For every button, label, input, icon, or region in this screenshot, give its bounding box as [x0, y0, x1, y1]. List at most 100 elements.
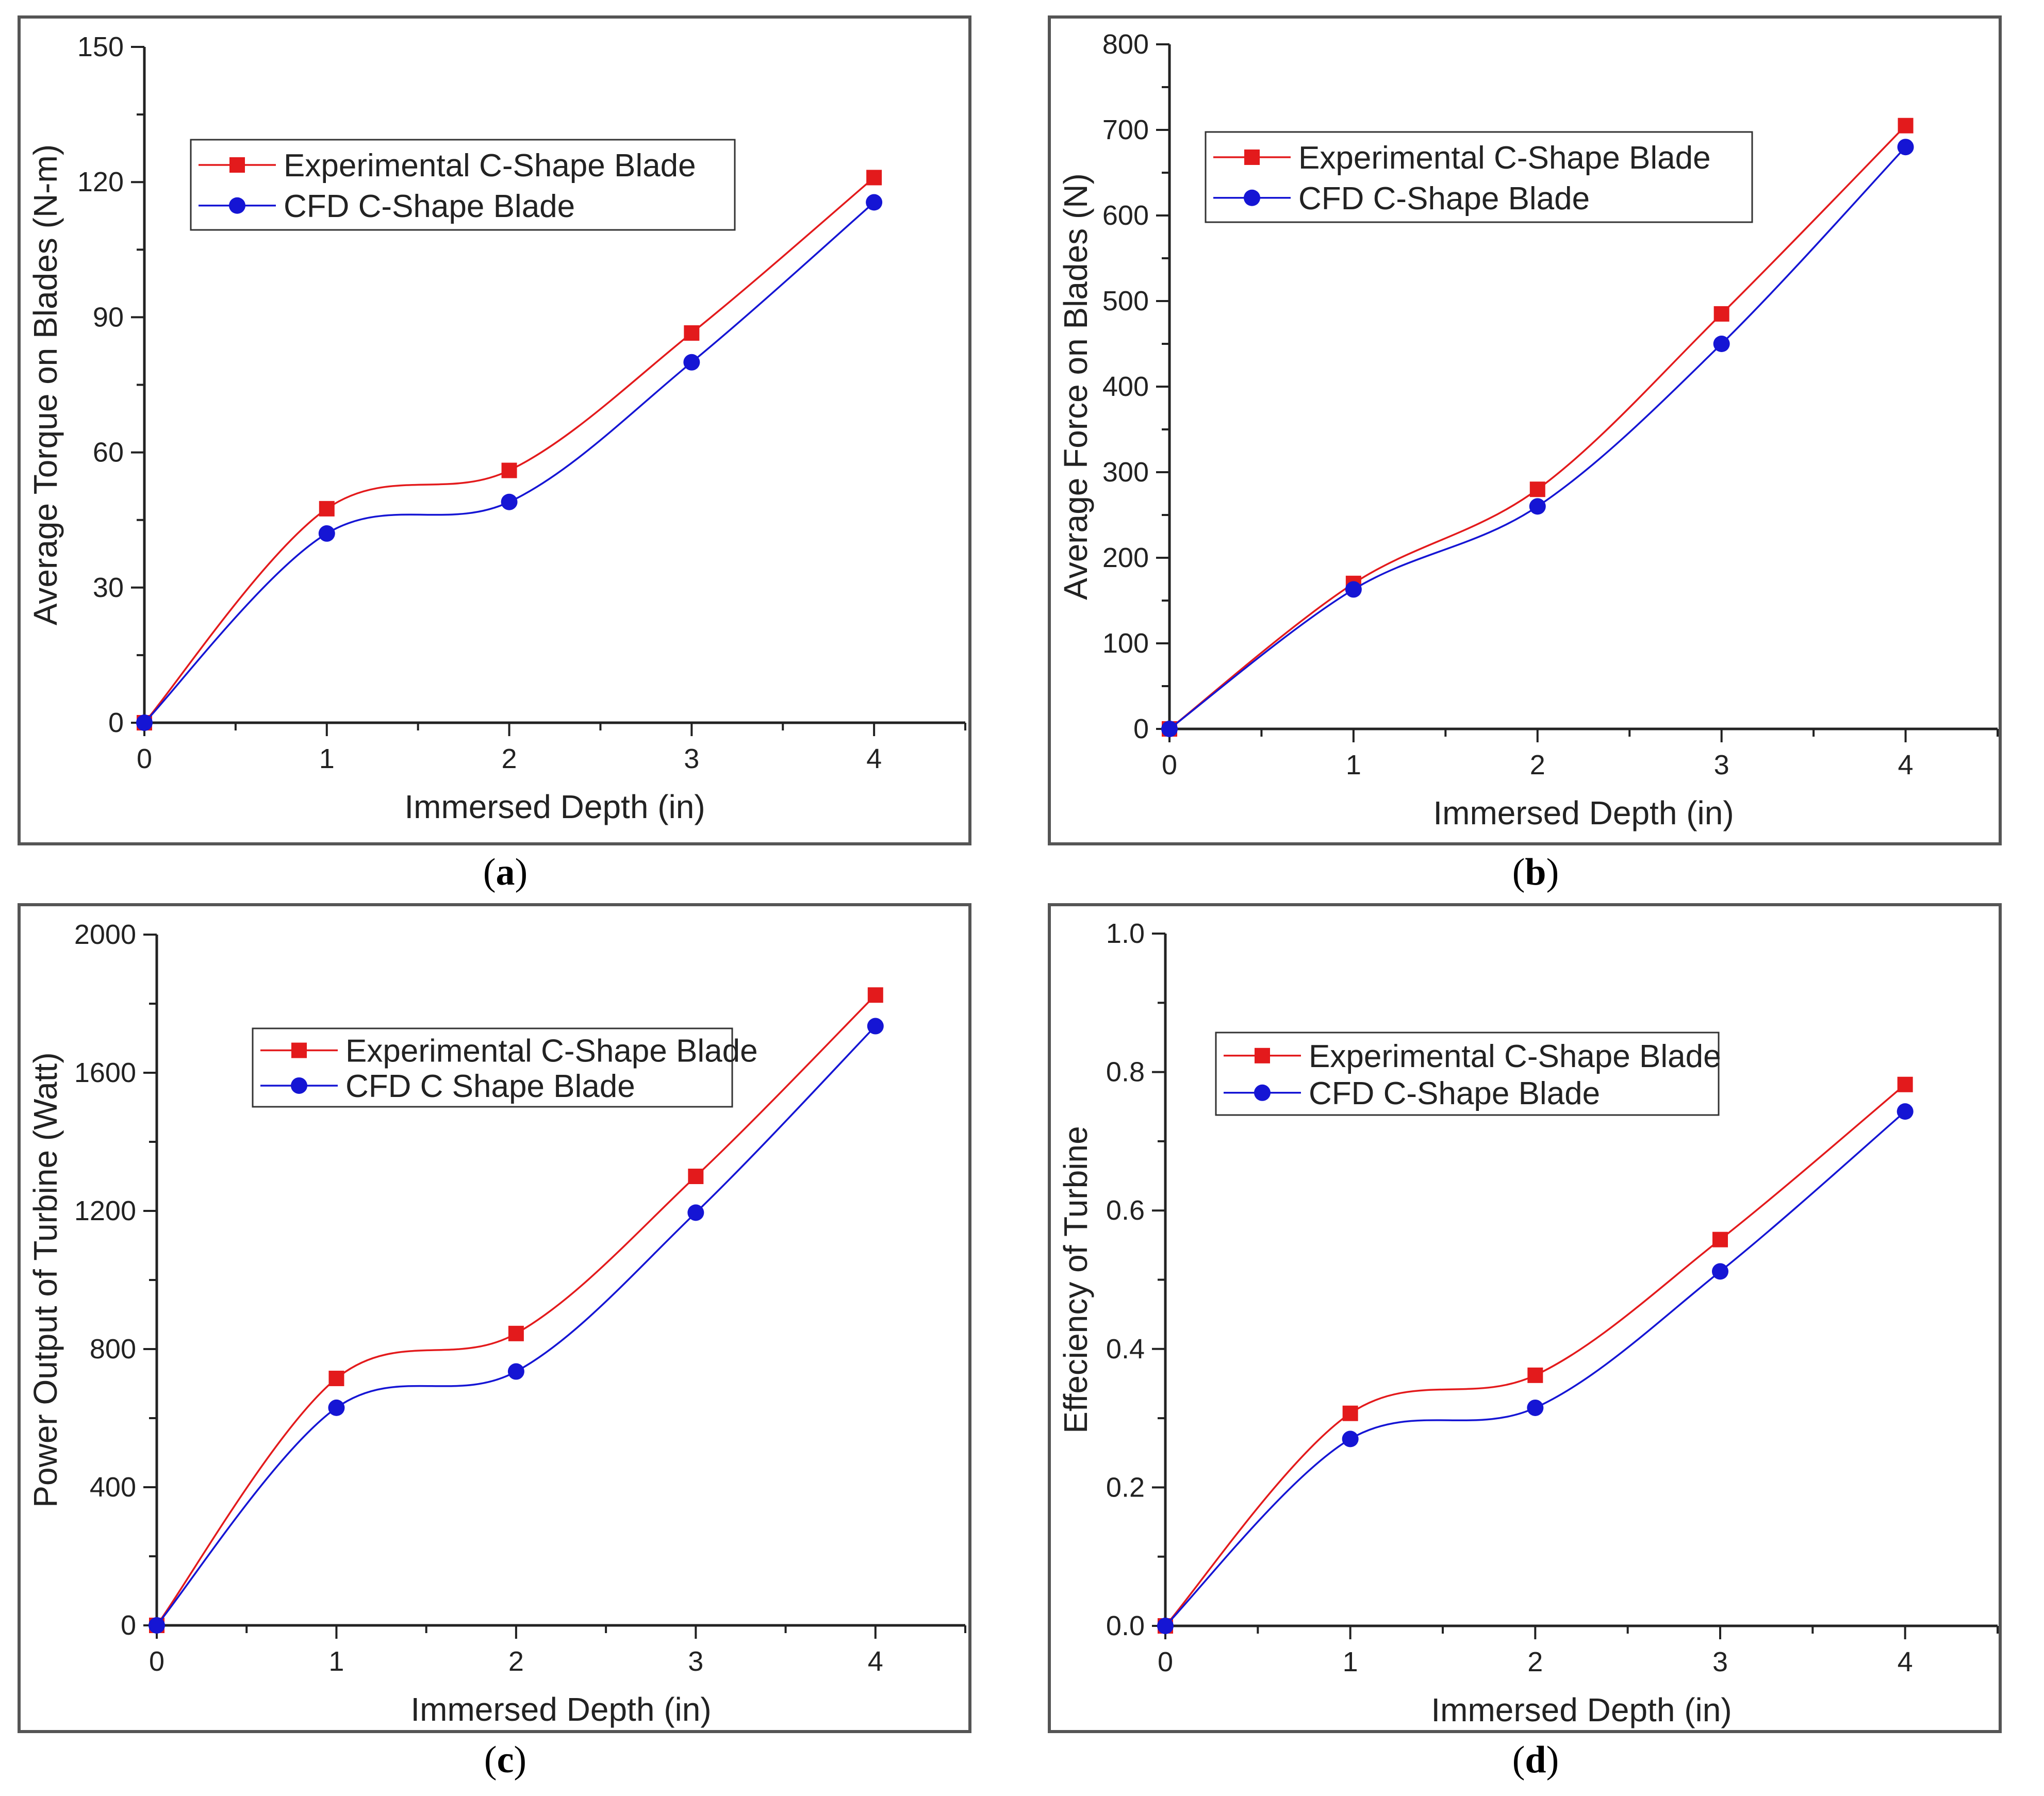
x-tick-label: 2 — [508, 1646, 524, 1677]
legend-label: CFD C Shape Blade — [345, 1069, 635, 1104]
x-tick-label: 1 — [328, 1646, 344, 1677]
data-point-experimental — [866, 170, 882, 186]
data-point-cfd — [501, 493, 518, 510]
legend-marker-circle — [229, 197, 245, 214]
data-point-cfd — [1529, 498, 1546, 515]
data-point-cfd — [149, 1617, 165, 1634]
chart-c: 0 1 2 3 4 0 400 800 1200 1600 2000 Immersed Depth (… — [27, 919, 966, 1728]
caption-b: (b) — [1512, 851, 1559, 893]
data-point-cfd — [1897, 1103, 1914, 1120]
panel-c: 0 1 2 3 4 0 400 800 1200 1600 2000 Immersed Depth (… — [18, 903, 971, 1733]
x-tick-label: 0 — [1158, 1647, 1173, 1677]
data-point-experimental — [501, 462, 517, 478]
y-axis-label: Effeciency of Turbine — [1057, 1126, 1094, 1434]
series-line — [1164, 1084, 1906, 1627]
y-tick-label: 500 — [1102, 286, 1149, 317]
y-tick-label: 0.6 — [1106, 1195, 1145, 1226]
chart-b: 0 1 2 3 4 0 100 200 300 400 500 600 700 800 Immersed D… — [1057, 29, 1999, 832]
y-axis-label: Power Output of Turbine (Watt) — [27, 1052, 64, 1507]
data-point-cfd — [1342, 1431, 1359, 1448]
x-tick-label: 2 — [502, 743, 517, 774]
caption-c: (c) — [484, 1739, 527, 1781]
x-tick-label: 4 — [868, 1646, 883, 1677]
y-tick-label: 700 — [1102, 114, 1149, 145]
data-point-cfd — [867, 1018, 884, 1035]
data-point-experimental — [508, 1325, 524, 1341]
data-point-experimental — [328, 1370, 344, 1386]
y-tick-label: 600 — [1102, 200, 1149, 231]
data-point-cfd — [1712, 1263, 1728, 1280]
x-tick-label: 2 — [1527, 1647, 1543, 1677]
y-tick-label: 400 — [90, 1472, 136, 1503]
data-point-experimental — [1713, 306, 1729, 322]
data-point-cfd — [507, 1363, 524, 1380]
legend-box — [1205, 131, 1753, 223]
y-tick-label: 150 — [77, 31, 124, 62]
y-axis-label: Average Torque on Blades (N-m) — [27, 144, 64, 625]
x-axis-label: Immersed Depth (in) — [1433, 794, 1734, 832]
y-tick-label: 120 — [77, 167, 124, 197]
legend-marker-circle — [1254, 1084, 1271, 1101]
legend-box — [252, 1027, 733, 1108]
x-tick-label: 3 — [1714, 750, 1729, 780]
legend-box — [1215, 1032, 1720, 1116]
legend-marker-square — [1244, 149, 1260, 165]
legend-label: Experimental C-Shape Blade — [284, 148, 696, 184]
data-point-experimental — [1898, 118, 1914, 134]
panel-b: 0 1 2 3 4 0 100 200 300 400 500 600 700 800 Immersed D… — [1048, 15, 2002, 845]
y-tick-label: 400 — [1102, 371, 1149, 402]
data-point-cfd — [136, 714, 153, 731]
legend-label: CFD C-Shape Blade — [284, 189, 575, 224]
y-tick-label: 200 — [1102, 542, 1149, 573]
legend-marker-square — [1255, 1047, 1270, 1063]
data-point-cfd — [1161, 721, 1178, 737]
y-tick-label: 800 — [1102, 29, 1149, 60]
data-point-experimental — [688, 1169, 704, 1184]
x-tick-label: 4 — [866, 743, 882, 774]
y-tick-label: 300 — [1102, 457, 1149, 488]
data-point-experimental — [867, 987, 883, 1003]
data-point-cfd — [1713, 336, 1730, 352]
data-point-experimental — [1527, 1367, 1543, 1383]
legend-label: Experimental C-Shape Blade — [1298, 140, 1711, 176]
x-tick-label: 0 — [137, 743, 152, 774]
data-point-cfd — [866, 194, 883, 211]
data-point-experimental — [1897, 1076, 1913, 1092]
x-axis-label: Immersed Depth (in) — [404, 788, 705, 825]
panel-a: 0 1 2 3 4 0 30 60 90 120 150 Immersed Depth (in) Ave… — [18, 15, 971, 845]
x-tick-label: 1 — [1346, 750, 1361, 780]
y-axis-label: Average Force on Blades (N) — [1057, 173, 1094, 600]
x-tick-label: 3 — [1712, 1647, 1728, 1677]
y-tick-label: 1600 — [74, 1057, 136, 1088]
series-line — [143, 202, 875, 724]
legend-label: Experimental C-Shape Blade — [1309, 1039, 1721, 1074]
x-tick-label: 0 — [149, 1646, 164, 1677]
legend-label: CFD C-Shape Blade — [1298, 181, 1590, 217]
x-tick-label: 4 — [1898, 1647, 1913, 1677]
legend-label: CFD C-Shape Blade — [1309, 1076, 1600, 1111]
data-point-experimental — [1342, 1405, 1358, 1421]
y-tick-label: 0 — [121, 1610, 136, 1641]
x-tick-label: 1 — [1343, 1647, 1358, 1677]
y-tick-label: 60 — [93, 437, 124, 468]
series-line — [1168, 146, 1906, 730]
y-tick-label: 0.4 — [1106, 1334, 1145, 1365]
data-point-cfd — [687, 1204, 704, 1221]
legend-marker-circle — [1244, 189, 1260, 206]
y-tick-label: 100 — [1102, 628, 1149, 659]
legend-box — [190, 139, 736, 231]
legend-marker-circle — [291, 1077, 307, 1094]
panel-d: 0 1 2 3 4 0.0 0.2 0.4 0.6 0.8 1.0 Immersed Depth (i… — [1048, 903, 2002, 1733]
data-point-cfd — [328, 1399, 345, 1416]
y-tick-label: 1200 — [74, 1195, 136, 1226]
y-tick-label: 0.2 — [1106, 1472, 1145, 1503]
data-point-experimental — [1529, 481, 1545, 497]
x-tick-label: 0 — [1162, 750, 1177, 780]
y-tick-label: 0 — [1133, 713, 1149, 744]
y-tick-label: 0 — [108, 707, 124, 738]
caption-a: (a) — [483, 851, 528, 893]
data-point-experimental — [684, 325, 700, 341]
chart-d: 0 1 2 3 4 0.0 0.2 0.4 0.6 0.8 1.0 Immersed Depth (i… — [1057, 918, 1999, 1728]
y-tick-label: 2000 — [74, 919, 136, 950]
y-tick-label: 30 — [93, 572, 124, 603]
